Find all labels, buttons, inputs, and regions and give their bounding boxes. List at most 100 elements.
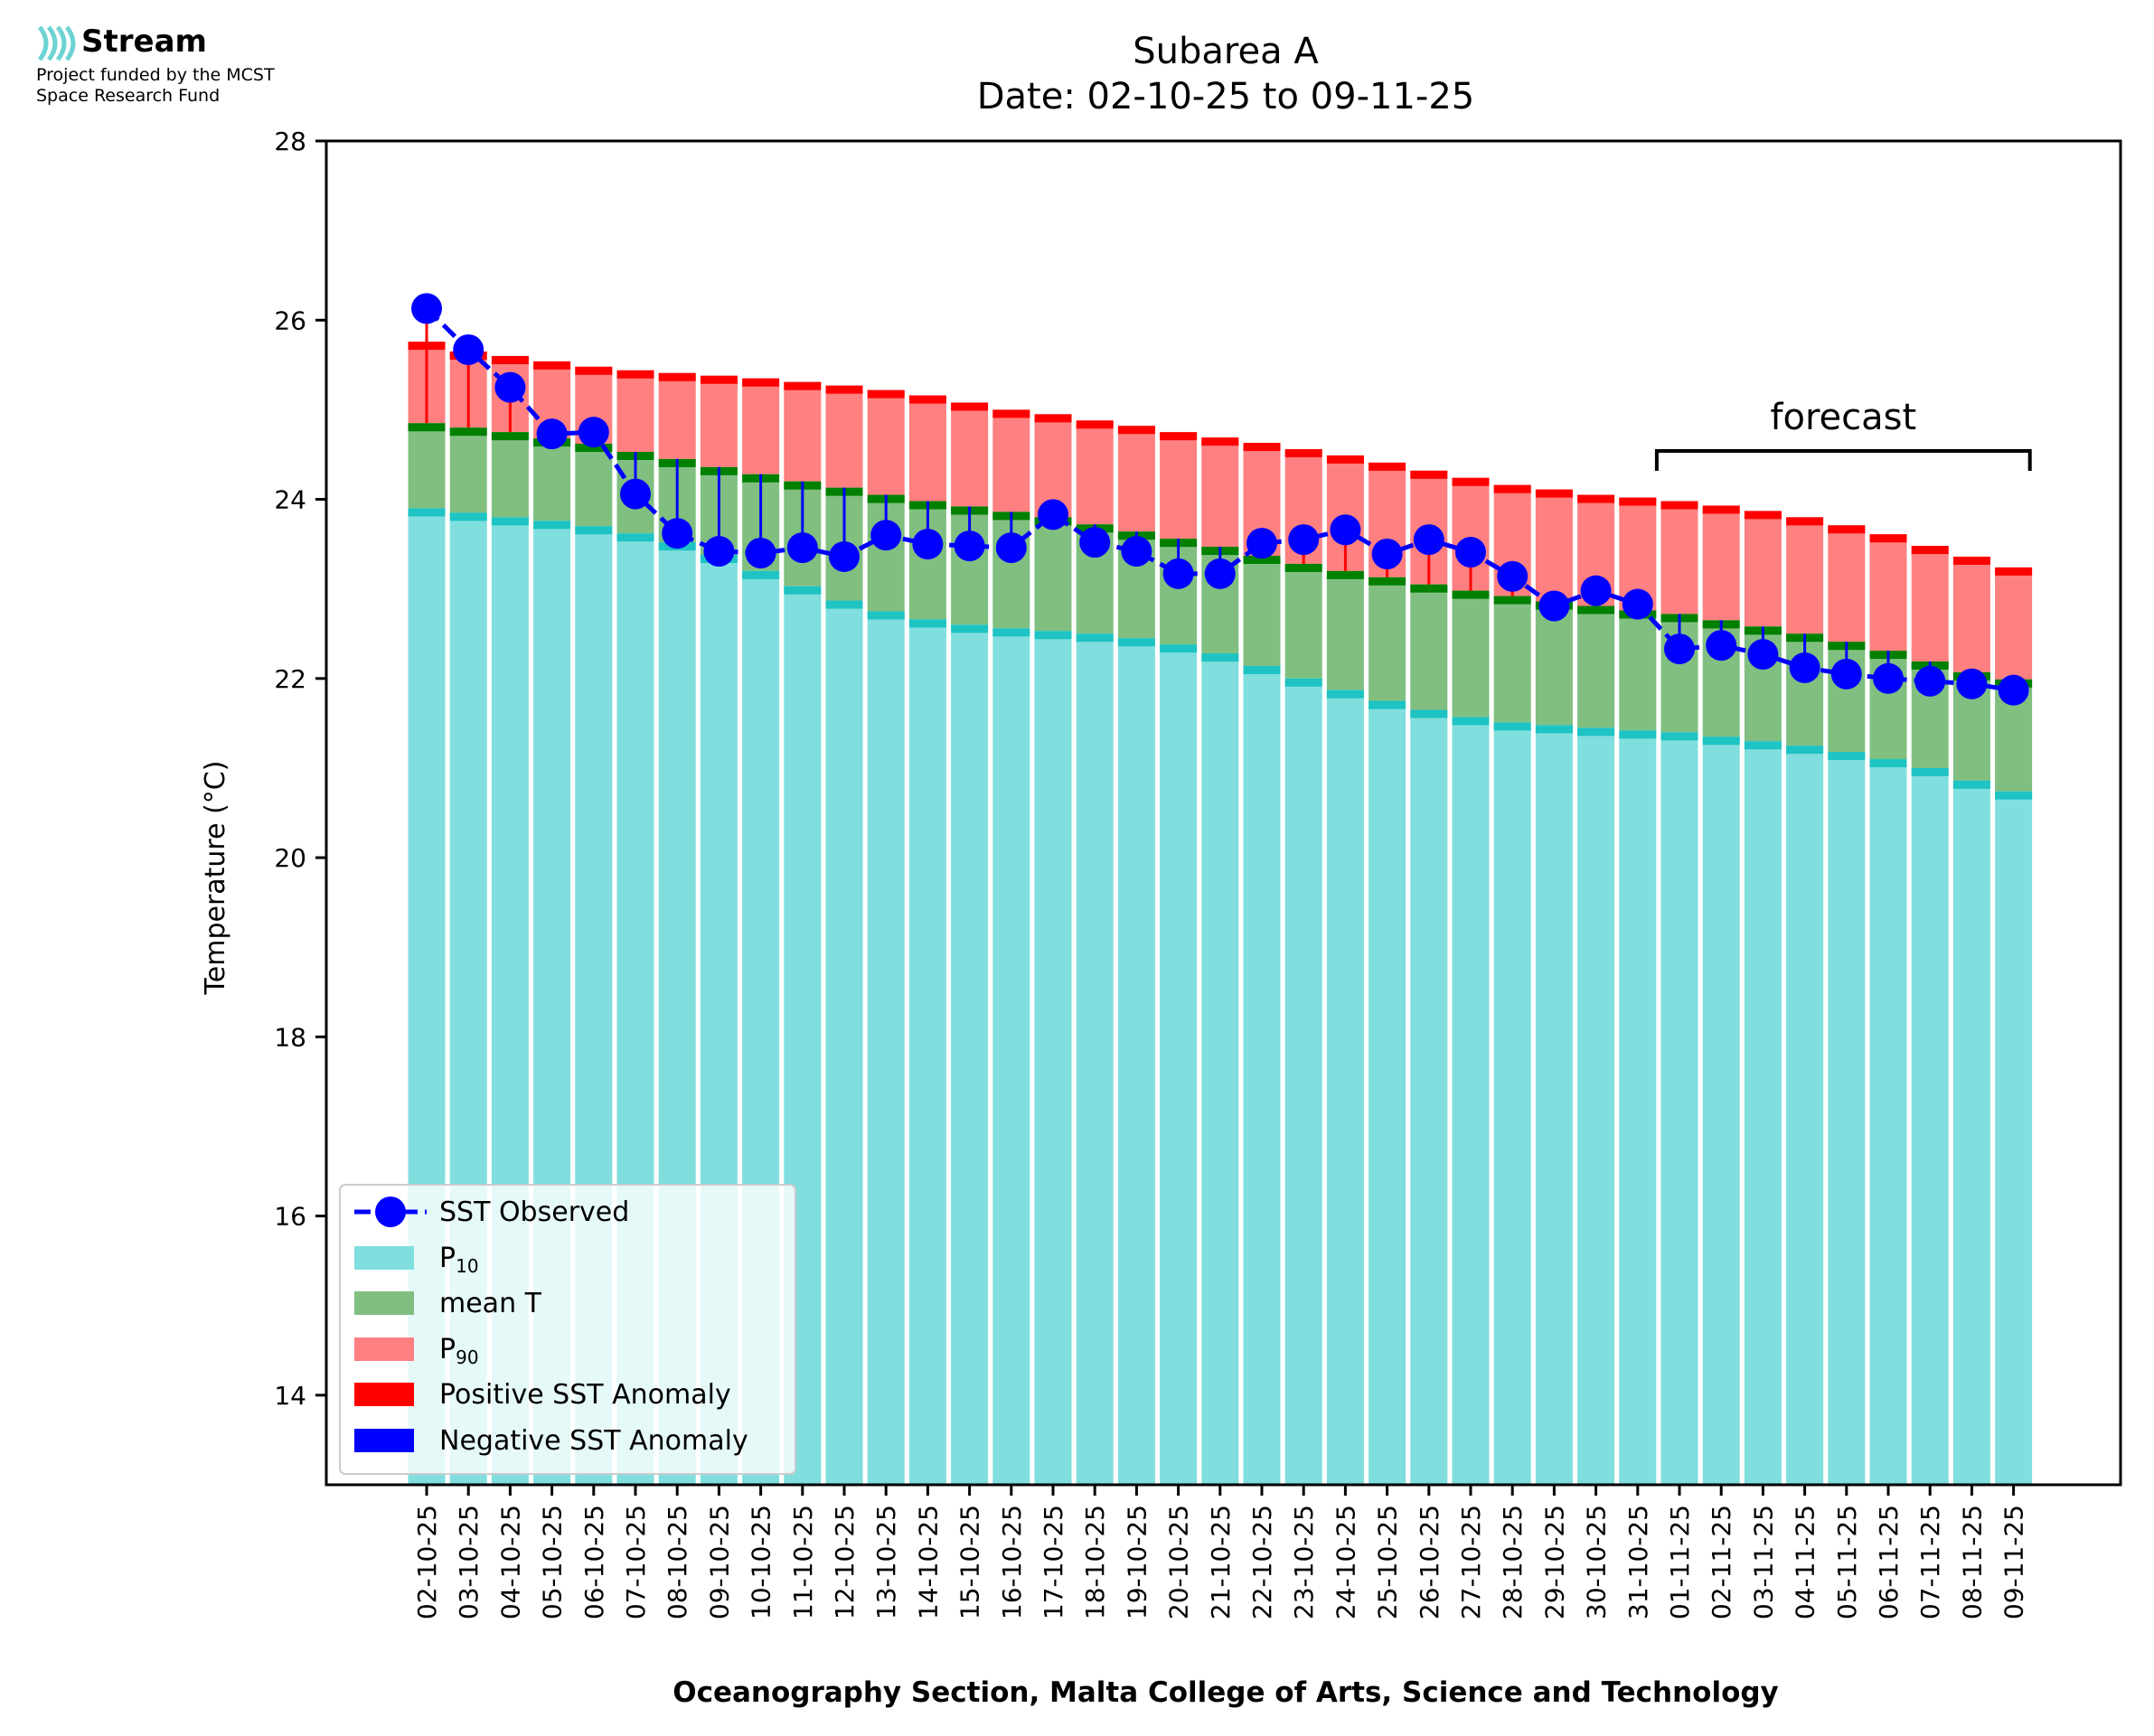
p10-edge [1493,722,1531,731]
p90-edge [1535,489,1573,498]
x-tick-label: 25-10-25 [1373,1505,1403,1619]
logo-brand: Stream [81,23,207,60]
p10-edge [1786,746,1824,755]
p10-edge [1076,633,1114,643]
mean-edge [1452,590,1490,599]
p90-edge [1034,414,1072,423]
x-tick-label: 02-10-25 [412,1505,442,1619]
mean-bar [1535,601,1573,726]
p10-edge [1284,678,1322,687]
x-tick-label: 03-11-25 [1748,1505,1778,1619]
sst-observed-point [1455,537,1486,568]
p10-bar [1702,737,1740,1485]
p10-edge [616,533,654,542]
p90-bar [1076,420,1114,525]
sst-observed-point [1622,588,1653,620]
p10-edge [491,517,529,526]
sst-observed-point [1371,539,1403,570]
x-axis-label: Oceanography Section, Malta College of A… [673,1676,1779,1709]
mean-bar [408,423,446,509]
p10-edge [1201,653,1239,662]
p90-bar [1911,546,1949,662]
p90-bar [1869,534,1907,652]
sst-observed-point [1789,652,1820,683]
p90-bar [1952,556,1990,672]
p10-bar [1117,638,1155,1485]
x-tick-label: 30-10-25 [1582,1505,1612,1619]
sst-observed-point [620,478,651,510]
y-tick-label: 22 [274,664,306,694]
sst-observed-point [536,418,568,450]
sst-observed-point [1038,499,1068,530]
p90-edge [1786,517,1824,526]
sst-observed-point [1830,658,1862,690]
p90-edge [784,381,822,390]
sst-observed-point [1706,630,1737,662]
p90-bar [867,389,905,495]
p10-bar [1201,653,1239,1485]
y-axis-label: Temperature (°C) [200,761,231,996]
sst-observed-point [703,536,735,568]
y-tick-label: 26 [274,305,306,335]
p10-bar [1535,725,1573,1485]
mean-edge [1243,555,1281,564]
x-tick-label: 06-10-25 [579,1505,609,1619]
p10-bar [825,600,863,1485]
x-tick-label: 22-10-25 [1247,1505,1277,1619]
p90-bar [1117,426,1155,532]
y-tick-label: 20 [274,843,306,873]
x-tick-label: 01-11-25 [1665,1505,1695,1619]
p90-edge [1369,462,1406,471]
p90-bar [1995,567,2033,680]
p90-edge [1869,534,1907,543]
mean-bar [1326,570,1364,690]
p10-edge [1326,690,1364,699]
x-tick-label: 08-10-25 [663,1505,692,1619]
legend-subscript: 10 [456,1255,478,1277]
x-tick-label: 04-11-25 [1791,1505,1820,1619]
p10-bar [1952,780,1990,1485]
x-tick-label: 15-10-25 [955,1505,985,1619]
p90-bar [825,385,863,488]
p10-bar [1660,732,1698,1485]
x-tick-label: 05-10-25 [538,1505,568,1619]
sst-observed-point [1204,558,1236,589]
mean-bar [449,427,487,513]
x-tick-label: 09-10-25 [704,1505,734,1619]
legend-label: Positive SST Anomaly [439,1379,731,1411]
sst-observed-point [1580,575,1612,606]
legend-label: Negative SST Anomaly [439,1425,748,1457]
p10-bar [1493,722,1531,1485]
p10-edge [1117,638,1155,647]
mean-edge [1284,563,1322,572]
x-tick-label: 07-11-25 [1915,1505,1945,1619]
p10-bar [1369,700,1406,1485]
mean-bar [1369,577,1406,701]
mean-edge [449,427,487,436]
p10-edge [1619,730,1657,739]
p90-edge [1326,455,1364,464]
p10-edge [1744,741,1782,750]
p90-edge [1160,432,1198,441]
p10-edge [408,508,446,517]
p10-bar [1243,665,1281,1485]
legend-swatch [354,1291,414,1315]
mean-edge [1410,584,1448,593]
p90-edge [1660,501,1698,510]
p10-edge [1869,759,1907,768]
p90-edge [742,378,780,387]
p90-edge [700,375,738,384]
x-tick-label: 10-10-25 [747,1505,776,1619]
x-tick-label: 24-10-25 [1331,1505,1360,1619]
sst-observed-point [1497,560,1528,592]
sst-observed-point [786,532,818,564]
legend-swatch [354,1383,414,1406]
x-tick-label: 20-10-25 [1164,1505,1194,1619]
p90-edge [951,402,989,411]
p10-bar [1995,791,2033,1485]
stream-wave-icon [37,25,76,61]
p10-edge [1911,767,1949,776]
p10-bar [1577,727,1615,1485]
p90-edge [992,409,1030,418]
